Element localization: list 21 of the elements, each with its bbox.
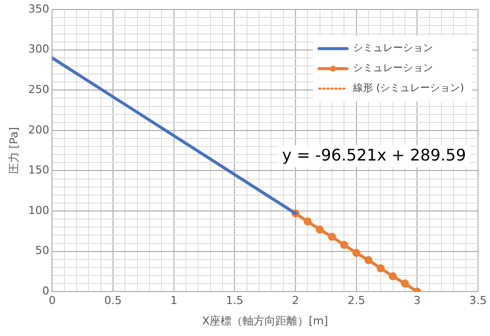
x-tick-label: 2 [292, 294, 300, 308]
x-tick-label: 1.5 [226, 294, 244, 308]
x-tick-label: 3 [414, 294, 421, 308]
y-tick-label: 100 [28, 204, 50, 217]
y-tick-label: 50 [35, 244, 50, 258]
y-tick-label: 0 [42, 284, 50, 298]
legend-label: シミュレーション [353, 63, 434, 74]
y-tick-label: 300 [28, 42, 50, 56]
x-tick-label: 0.5 [104, 294, 122, 308]
legend-label: 線形 (シミュレーション) [352, 83, 464, 94]
y-tick-label: 200 [28, 123, 50, 136]
annotation: y = -96.521x + 289.59 [282, 145, 466, 164]
y-tick-label: 350 [28, 2, 50, 16]
x-tick-label: 3.5 [469, 294, 487, 308]
y-tick-label: 150 [28, 164, 50, 177]
y-axis-title: 圧力 [Pa] [7, 127, 20, 174]
x-tick-label: 1 [170, 294, 178, 308]
x-axis-title: X座標（軸方向距離）[m] [202, 314, 328, 328]
y-tick-label: 250 [28, 83, 50, 96]
x-tick-label: 2.5 [348, 294, 366, 308]
legend-label: シミュレーション [353, 43, 434, 54]
